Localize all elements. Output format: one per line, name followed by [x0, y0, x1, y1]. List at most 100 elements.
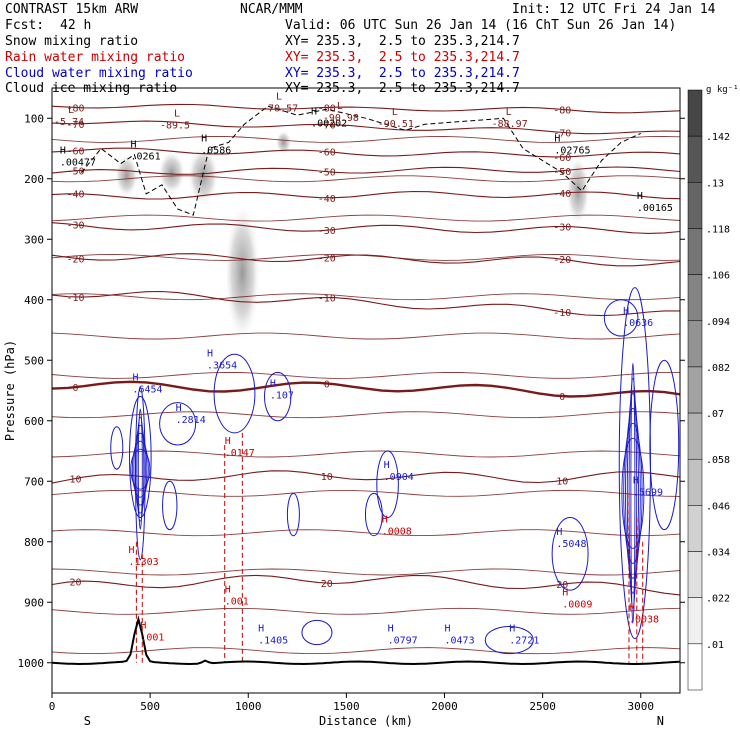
temp-line-minor-8 — [52, 450, 680, 458]
temp-line--60 — [52, 147, 680, 158]
temp-label: -80 — [553, 105, 571, 116]
temp-label: -70 — [67, 120, 85, 131]
temp-label: -70 — [318, 120, 336, 131]
max-marker-20: H — [129, 545, 135, 556]
temp-label: -60 — [553, 153, 571, 164]
max-value-10: .0636 — [623, 318, 653, 329]
colorbar-bin-4 — [687, 274, 703, 322]
low-marker-4: L — [506, 107, 512, 118]
temp-label: -80 — [67, 104, 85, 115]
max-value-0: .00477 — [60, 158, 96, 169]
temp-line--10 — [52, 290, 680, 317]
cloud-core-ring — [137, 408, 143, 530]
max-marker-16: H — [509, 624, 515, 635]
terrain-profile — [52, 615, 680, 666]
colorbar-bin-3 — [687, 228, 703, 275]
max-value-6: .6454 — [132, 385, 162, 396]
max-marker-1: H — [131, 140, 137, 151]
colorbar-tick-label: .142 — [706, 132, 730, 143]
x-axis-label: Distance (km) — [319, 714, 413, 728]
temp-line-0 — [52, 380, 680, 398]
temp-line-minor-2 — [52, 214, 680, 222]
low-value-2: -90.98 — [323, 113, 359, 124]
max-value-22: .0038 — [629, 614, 659, 625]
cloud-ice-line — [81, 105, 642, 216]
cloud-cell-107 — [263, 371, 292, 422]
valid-time: Valid: 06 UTC Sun 26 Jan 14 (16 ChT Sun … — [285, 18, 677, 33]
snow-shade-1 — [157, 150, 186, 195]
max-marker-18: H — [225, 436, 231, 447]
max-marker-17: H — [633, 475, 639, 486]
max-value-9: .107 — [270, 391, 294, 402]
temp-line--40 — [52, 190, 680, 200]
cloud-cell-001e — [364, 492, 383, 537]
cloud-cell-2814 — [159, 402, 197, 446]
y-tick-label: 300 — [24, 233, 44, 246]
temp-line--70 — [52, 120, 680, 135]
colorbar-bin-8 — [687, 458, 703, 506]
contour-labels: H.00477H.0261H.0586H.00202H.02765H.00165… — [54, 91, 673, 646]
cloud-core-ring-east — [626, 392, 639, 594]
max-value-12: .5048 — [556, 539, 586, 550]
cloud-core-ring — [133, 432, 148, 506]
snow-shade-0 — [114, 153, 139, 198]
max-value-15: .0473 — [445, 636, 475, 647]
colorbar-tick-label: .118 — [706, 224, 730, 235]
low-value-5: -5.74 — [54, 117, 84, 128]
colorbar-tick-label: .034 — [706, 548, 730, 559]
max-marker-12: H — [556, 527, 562, 538]
x-tick-label: 500 — [140, 700, 160, 713]
cloud-core-ring — [130, 448, 151, 490]
cloud-cell-001b — [286, 492, 300, 537]
x-tick-label: 2500 — [529, 700, 556, 713]
max-value-5: .00165 — [637, 203, 673, 214]
field-xy-snow: XY= 235.3, 2.5 to 235.3,214.7 — [285, 34, 520, 49]
colorbar-tick-label: .082 — [706, 363, 730, 374]
temp-line-minor-1 — [52, 175, 680, 183]
cloud-core-ring-east — [621, 437, 645, 549]
cloud-core-ring — [136, 416, 145, 522]
max-value-14: .0797 — [388, 636, 418, 647]
temp-label: -40 — [553, 189, 571, 200]
temp-line-minor-0 — [52, 135, 680, 143]
max-marker-10: H — [623, 306, 629, 317]
low-marker-1: L — [174, 108, 180, 119]
plot-frame — [51, 87, 681, 694]
cloud-water-contours — [110, 287, 680, 655]
temp-line-minor-6 — [52, 371, 680, 379]
max-marker-22: H — [629, 602, 635, 613]
init-time: Init: 12 UTC Fri 24 Jan 14 — [512, 2, 716, 17]
temp-line-minor-12 — [52, 607, 680, 615]
temp-label: -60 — [67, 147, 85, 158]
temp-label: 0 — [559, 392, 565, 403]
temp-line-minor-11 — [52, 568, 680, 576]
y-tick-label: 200 — [24, 173, 44, 186]
temp-line--20 — [52, 253, 680, 267]
cloud-core-ring-east — [625, 407, 641, 579]
colorbar-tick-label: .07 — [706, 409, 724, 420]
temp-label: -30 — [553, 222, 571, 233]
colorbar-bin-11 — [687, 597, 703, 645]
max-marker-13: H — [258, 624, 264, 635]
max-marker-9: H — [270, 379, 276, 390]
cloud-ice-contours — [81, 105, 642, 216]
x-tick-label: 1500 — [333, 700, 360, 713]
temp-line-minor-5 — [52, 332, 680, 340]
max-marker-14: H — [388, 624, 394, 635]
max-marker-5: H — [637, 191, 643, 202]
max-marker-24: H — [140, 621, 146, 632]
temp-label: -20 — [553, 255, 571, 266]
cloud-cell-0904 — [376, 450, 399, 519]
max-marker-0: H — [60, 146, 66, 157]
low-marker-0: L — [276, 91, 282, 102]
cloud-cell-2721 — [484, 625, 534, 655]
max-marker-23: H — [225, 584, 231, 595]
field-xy-rain: XY= 235.3, 2.5 to 235.3,214.7 — [285, 50, 520, 65]
temp-label: -50 — [67, 167, 85, 178]
south-label: S — [84, 714, 91, 728]
field-xy-cloud-water: XY= 235.3, 2.5 to 235.3,214.7 — [285, 66, 520, 81]
max-value-24: .001 — [140, 633, 164, 644]
max-value-4: .02765 — [554, 146, 590, 157]
temp-line-10 — [52, 470, 680, 484]
max-value-7: .2814 — [176, 415, 206, 426]
